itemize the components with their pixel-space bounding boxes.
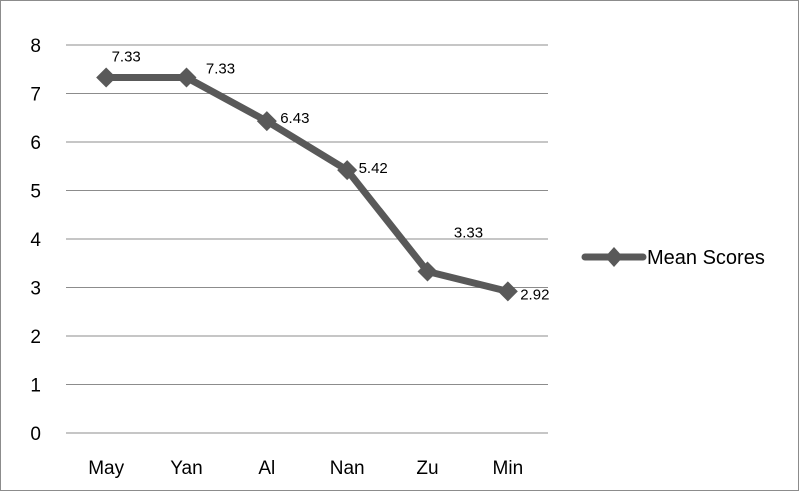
- data-labels: 7.33 7.33 6.43 5.42 3.33 2.92: [112, 48, 550, 303]
- y-tick-label: 0: [30, 424, 41, 445]
- x-tick-label: Zu: [416, 458, 438, 479]
- x-axis-tick-labels: May Yan Al Nan Zu Min: [88, 458, 523, 479]
- x-tick-label: Al: [258, 458, 275, 479]
- x-tick-label: Nan: [330, 458, 365, 479]
- data-point-marker: [256, 111, 277, 132]
- legend-diamond-marker: [605, 247, 623, 267]
- data-label: 2.92: [520, 286, 549, 303]
- y-tick-label: 7: [30, 85, 41, 106]
- x-tick-label: May: [88, 458, 124, 479]
- series-line: [102, 73, 512, 295]
- data-point-marker: [176, 67, 197, 88]
- data-label: 7.33: [112, 48, 141, 65]
- data-label: 5.42: [359, 160, 388, 177]
- data-point-marker: [96, 67, 117, 88]
- series-mean-scores: [96, 67, 518, 302]
- data-label: 7.33: [206, 60, 235, 77]
- x-tick-label: Yan: [170, 458, 202, 479]
- data-label: 6.43: [280, 110, 309, 127]
- legend: Mean Scores: [581, 247, 765, 269]
- data-label: 3.33: [454, 224, 483, 241]
- y-tick-label: 1: [30, 376, 41, 397]
- y-tick-label: 3: [30, 279, 41, 300]
- legend-label-mean-scores: Mean Scores: [647, 247, 765, 269]
- data-point-marker: [497, 281, 518, 302]
- y-tick-label: 8: [30, 36, 41, 57]
- data-point-marker: [337, 160, 358, 181]
- y-tick-label: 2: [30, 327, 41, 348]
- y-axis-tick-labels: 0 1 2 3 4 5 6 7 8: [30, 36, 41, 445]
- y-tick-label: 4: [30, 230, 41, 251]
- data-point-marker: [417, 261, 438, 282]
- y-tick-label: 6: [30, 133, 41, 154]
- x-tick-label: Min: [493, 458, 524, 479]
- y-tick-label: 5: [30, 182, 41, 203]
- gridlines: [66, 44, 548, 434]
